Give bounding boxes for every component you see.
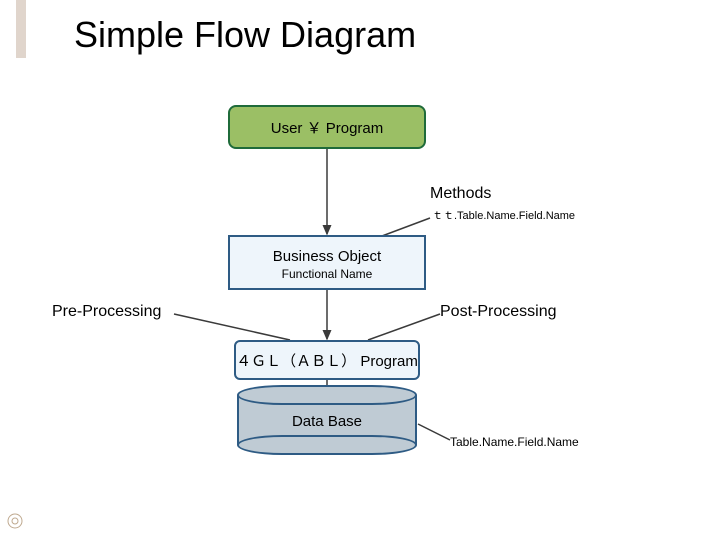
node-user-program: User ￥ Program	[228, 105, 426, 149]
label-tt-field: ｔｔ.Table.Name.Field.Name	[432, 207, 575, 223]
slide: Simple Flow Diagram User ￥ Program Busin…	[0, 0, 720, 540]
node-database: Data Base	[237, 385, 417, 455]
node-business-object-label: Business Object	[273, 248, 381, 265]
node-database-label: Data Base	[237, 413, 417, 430]
label-methods: Methods	[430, 185, 491, 203]
label-table-field: Table.Name.Field.Name	[450, 435, 579, 449]
label-post-processing: Post-Processing	[440, 303, 557, 321]
label-pre-processing: Pre-Processing	[52, 303, 161, 321]
node-user-program-label: User ￥ Program	[271, 117, 384, 138]
node-business-object: Business Object Functional Name	[228, 235, 426, 290]
node-gl-program: ４ＧＬ（ＡＢＬ） Program	[234, 340, 420, 380]
node-business-object-sublabel: Functional Name	[282, 267, 373, 281]
node-gl-program-label: ４ＧＬ（ＡＢＬ） Program	[236, 350, 418, 371]
